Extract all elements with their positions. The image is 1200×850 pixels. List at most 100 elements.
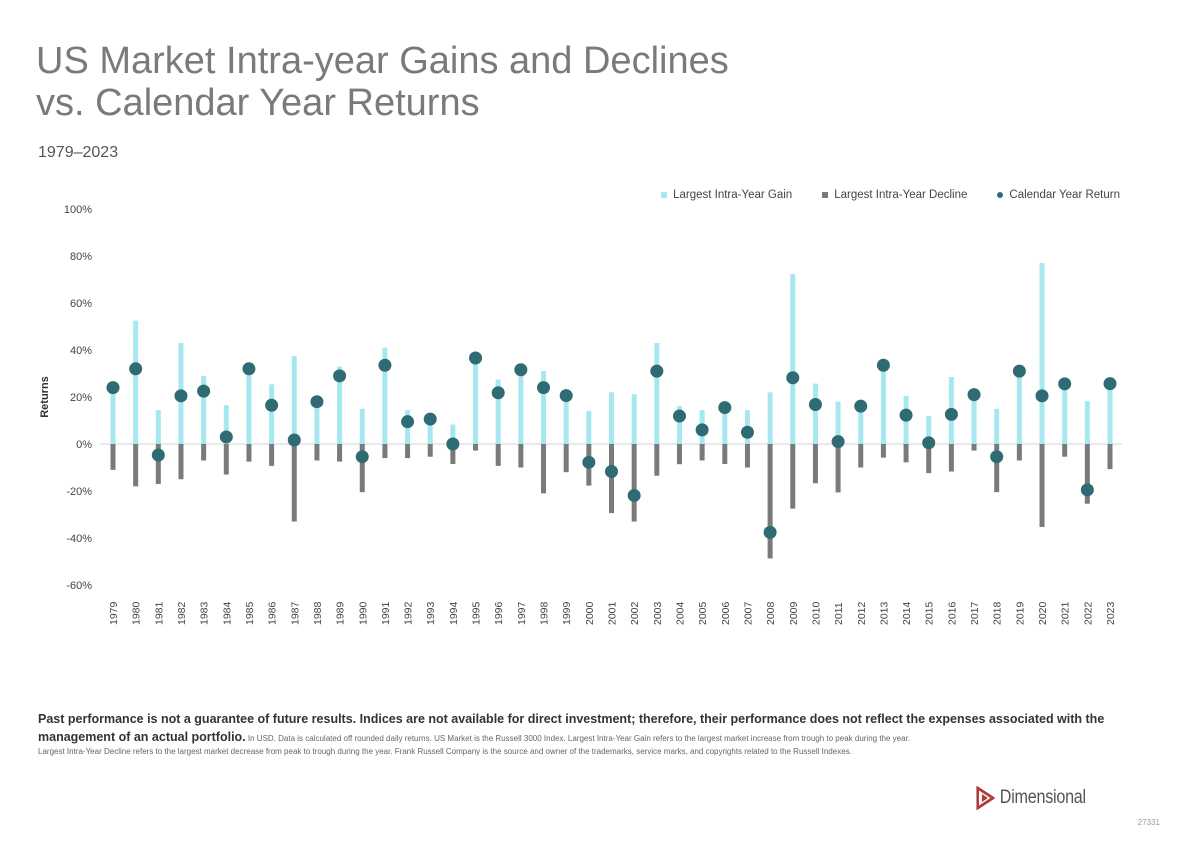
decline-bar [790,444,796,509]
return-dot [650,364,664,378]
gain-bar [676,405,682,444]
x-tick-label: 2021 [1060,601,1072,625]
x-tick-label: 2020 [1037,601,1049,625]
gain-bar [314,401,320,444]
title-line-1: US Market Intra-year Gains and Declines [36,40,729,82]
x-tick-label: 2013 [878,601,890,625]
x-tick-label: 1984 [221,601,233,625]
disclaimer: Past performance is not a guarantee of f… [38,710,1118,758]
decline-bar [450,444,456,464]
return-dot [1058,377,1072,391]
chart-subtitle: 1979–2023 [38,144,119,161]
return-dot [129,362,143,376]
y-tick-label: -60% [66,580,92,592]
decline-bar [223,444,229,475]
x-tick-label: 1992 [403,601,415,625]
chart-title: US Market Intra-year Gains and Declines … [36,40,729,124]
gain-bar [337,366,343,444]
x-tick-label: 2003 [652,601,664,625]
x-tick-label: 2007 [742,601,754,625]
return-dot [718,401,732,415]
x-tick-label: 1981 [153,601,165,625]
gain-bar [291,356,297,444]
disclaimer-bold: Past performance is not a guarantee of f… [38,712,1105,744]
decline-bar [880,444,886,458]
decline-bar [495,444,501,466]
return-dot [582,455,596,469]
legend-return: Calendar Year Return [997,189,1120,201]
gain-bar [835,401,841,444]
return-dot [106,381,120,395]
gain-bar [246,368,252,444]
x-tick-label: 2014 [901,601,913,625]
x-tick-label: 1979 [108,601,120,625]
gain-bar [427,418,433,444]
decline-bar [744,444,750,468]
decline-bar [1062,444,1068,457]
decline-bar [609,444,614,514]
return-dot [469,351,483,365]
return-dot [1080,483,1094,497]
return-dot [740,425,754,439]
gain-bar [133,320,139,444]
x-tick-label: 2019 [1014,601,1026,625]
return-dot [446,437,460,451]
x-tick-label: 2006 [720,601,732,625]
dimensional-logo-icon [976,786,995,810]
page-code: 27331 [1137,818,1160,827]
x-tick-label: 1985 [244,601,256,625]
return-dot [1035,389,1049,403]
gain-bar [1039,263,1045,444]
x-tick-label: 1990 [357,601,369,625]
decline-bar [1039,444,1045,527]
gain-bar [269,384,275,444]
decline-bar [563,444,569,473]
gain-bar [654,342,660,444]
x-tick-label: 1980 [131,601,143,625]
legend-gain-swatch [661,192,668,198]
legend-decline-swatch [822,192,829,198]
gain-bar [563,394,569,444]
x-tick-label: 2012 [856,601,868,625]
x-tick-label: 1999 [561,601,573,625]
y-tick-label: 20% [70,392,92,404]
gain-bar [880,365,886,444]
gain-bar [1016,371,1022,444]
return-dot [151,448,165,462]
return-dot [491,386,505,400]
gain-bar [1107,383,1113,444]
dimensional-logo: Dimensional [976,786,1086,810]
decline-bar [948,444,954,472]
x-tick-label: 2004 [674,601,686,625]
x-tick-label: 2009 [788,601,800,625]
gain-bar [971,394,977,444]
gain-bar [110,387,116,444]
return-dot [265,398,279,412]
y-tick-label: 40% [70,345,92,357]
gain-bar [1084,401,1090,444]
decline-bar [858,444,864,468]
legend-decline: Largest Intra-Year Decline [822,189,967,201]
return-dot [944,407,958,421]
disclaimer-small-2: Largest Intra-Year Decline refers to the… [38,747,852,756]
legend-return-swatch [997,192,1004,198]
decline-bar [427,444,433,457]
gain-bar [201,375,207,444]
return-dot [423,412,437,426]
y-tick-label: -20% [66,486,92,498]
return-dot [1012,364,1026,378]
decline-bar [631,444,637,522]
return-dot [831,435,845,449]
decline-bar [405,444,411,459]
x-tick-label: 1982 [176,601,188,625]
gain-bar [858,406,864,444]
decline-bar [473,444,479,451]
decline-bar [337,444,343,462]
x-tick-label: 2001 [607,601,619,625]
gain-bar [767,392,773,444]
return-dot [197,384,211,398]
x-tick-label: 2010 [810,601,822,625]
x-tick-label: 1986 [267,601,279,625]
x-tick-label: 1993 [425,601,437,625]
